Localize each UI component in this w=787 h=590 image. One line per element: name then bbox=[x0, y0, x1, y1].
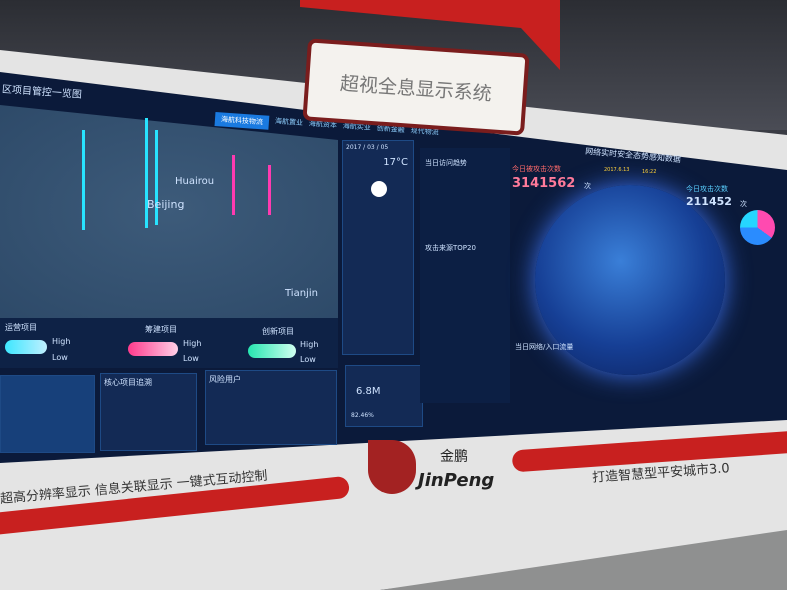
brand-en: JinPeng bbox=[418, 470, 495, 491]
core-projects-panel: 核心项目追溯 bbox=[100, 373, 197, 451]
temperature: 17°C bbox=[383, 157, 408, 168]
legend-row: 运营项目 High Low 筹建项目 High Low 创新项目 High Lo… bbox=[0, 318, 338, 368]
risk-users-panel: 风险用户 bbox=[205, 370, 337, 445]
map-bar bbox=[155, 130, 158, 225]
top20-label: 攻击来源TOP20 bbox=[425, 244, 476, 252]
legend-low: Low bbox=[52, 353, 68, 362]
legend-high: High bbox=[183, 339, 202, 348]
traffic-label: 当日网络/入口流量 bbox=[515, 343, 574, 351]
trend-label: 当日访问趋势 bbox=[425, 159, 467, 167]
middle-column: 2017 / 03 / 05 17°C bbox=[342, 140, 414, 355]
right-left-column: 当日访问趋势 攻击来源TOP20 bbox=[420, 148, 510, 403]
map-bar bbox=[82, 130, 85, 230]
pie-chart bbox=[740, 210, 775, 245]
legend-swatch bbox=[128, 342, 178, 356]
right-date: 2017.6.13 bbox=[604, 167, 630, 173]
world-map-panel bbox=[0, 375, 95, 453]
map-label: Beijing bbox=[147, 198, 185, 211]
sign: 超视全息显示系统 bbox=[302, 38, 530, 136]
legend-swatch bbox=[5, 340, 47, 354]
attacked-unit: 次 bbox=[584, 182, 591, 190]
panel-title: 风险用户 bbox=[209, 375, 241, 384]
brand-cn: 金鹏 bbox=[440, 449, 468, 465]
attacked-value: 3141562 bbox=[512, 176, 576, 191]
legend-high: High bbox=[300, 340, 319, 349]
date: 2017 / 03 / 05 bbox=[346, 144, 389, 151]
map-label: Tianjin bbox=[285, 288, 318, 299]
percent-value: 82.46% bbox=[351, 412, 374, 419]
legend-swatch bbox=[248, 344, 296, 358]
legend-low: Low bbox=[183, 354, 199, 363]
map-bar bbox=[268, 165, 271, 215]
tab-1[interactable]: 海航置业 bbox=[274, 117, 304, 128]
metric-value: 6.8M bbox=[356, 386, 381, 397]
map-bar bbox=[232, 155, 235, 215]
legend-label: 筹建项目 bbox=[145, 325, 177, 334]
legend-high: High bbox=[52, 337, 71, 346]
panel-title: 核心项目追溯 bbox=[104, 378, 152, 387]
stats-panel: 6.8M 82.46% bbox=[345, 365, 423, 427]
play-icon[interactable] bbox=[371, 181, 387, 197]
globe bbox=[535, 185, 725, 375]
legend-label: 运营项目 bbox=[5, 323, 37, 332]
attack-value: 211452 bbox=[686, 195, 732, 208]
sign-title: 超视全息显示系统 bbox=[339, 72, 493, 105]
jinpeng-logo bbox=[368, 440, 416, 494]
attacked-label: 今日被攻击次数 bbox=[512, 165, 561, 173]
legend-low: Low bbox=[300, 355, 316, 364]
attack-unit: 次 bbox=[740, 200, 747, 208]
right-time: 16:22 bbox=[642, 169, 657, 175]
attack-label: 今日攻击次数 bbox=[686, 185, 728, 193]
map-label: Huairou bbox=[175, 176, 215, 187]
legend-label: 创新项目 bbox=[262, 327, 294, 336]
map-bar bbox=[145, 118, 148, 228]
